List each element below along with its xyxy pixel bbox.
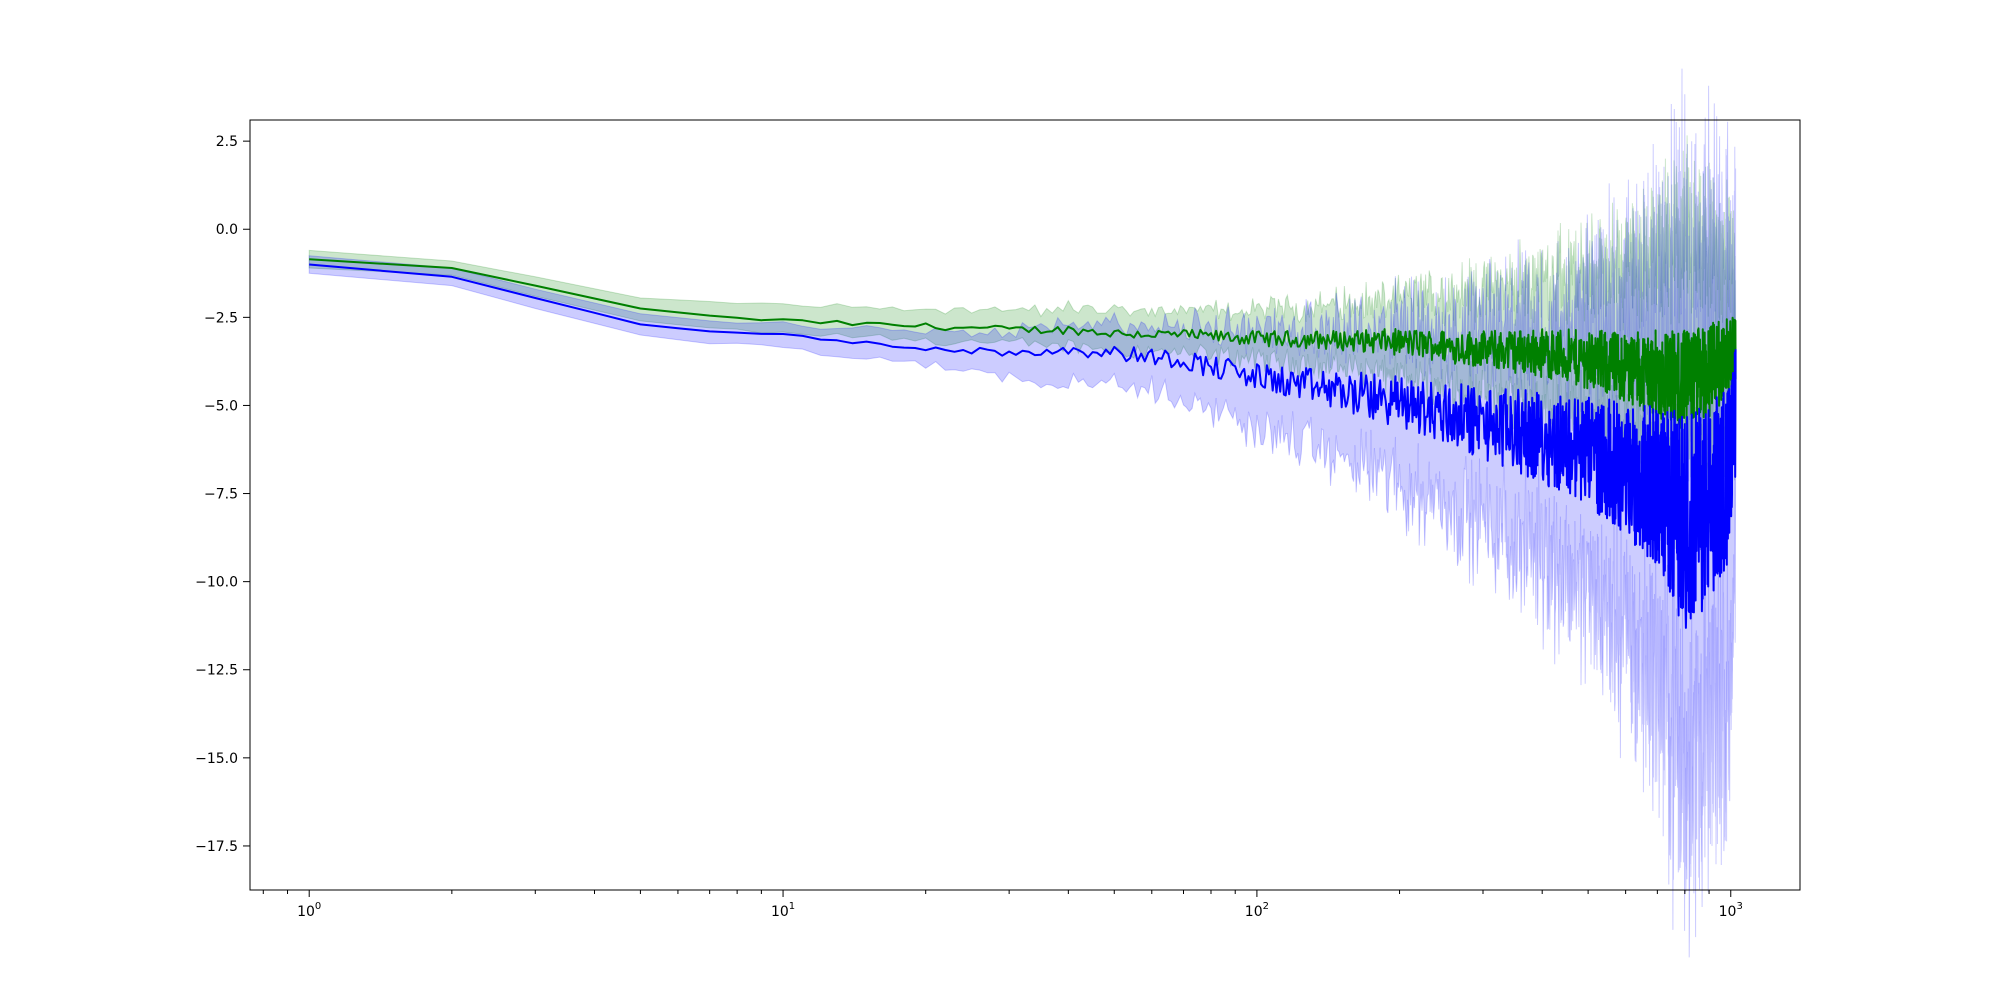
y-tick-label: −7.5 — [204, 487, 238, 503]
y-tick-label: 2.5 — [216, 134, 238, 150]
series-lines — [309, 258, 1737, 629]
y-tick-label: −15.0 — [195, 751, 238, 767]
y-tick-label: −12.5 — [195, 663, 238, 679]
series-line-0 — [309, 258, 1737, 430]
y-tick-label: −10.0 — [195, 575, 238, 591]
y-tick-label: −17.5 — [195, 839, 238, 855]
y-tick-label: −5.0 — [204, 398, 238, 414]
x-axis: 100 101 102 103 — [262, 890, 1743, 920]
series-line-1 — [309, 263, 1737, 629]
y-tick-label: 0.0 — [216, 222, 238, 238]
x-tick-label: 101 — [771, 901, 795, 920]
x-tick-label: 103 — [1719, 901, 1743, 920]
y-tick-label: −2.5 — [204, 310, 238, 326]
plot-frame — [249, 119, 1801, 891]
y-axis: 2.5 0.0 −2.5 −5.0 −7.5 −10.0 −12.5 −15.0 −17.5 — [195, 134, 250, 855]
x-tick-label: 100 — [297, 901, 321, 920]
x-tick-label: 102 — [1245, 901, 1269, 920]
